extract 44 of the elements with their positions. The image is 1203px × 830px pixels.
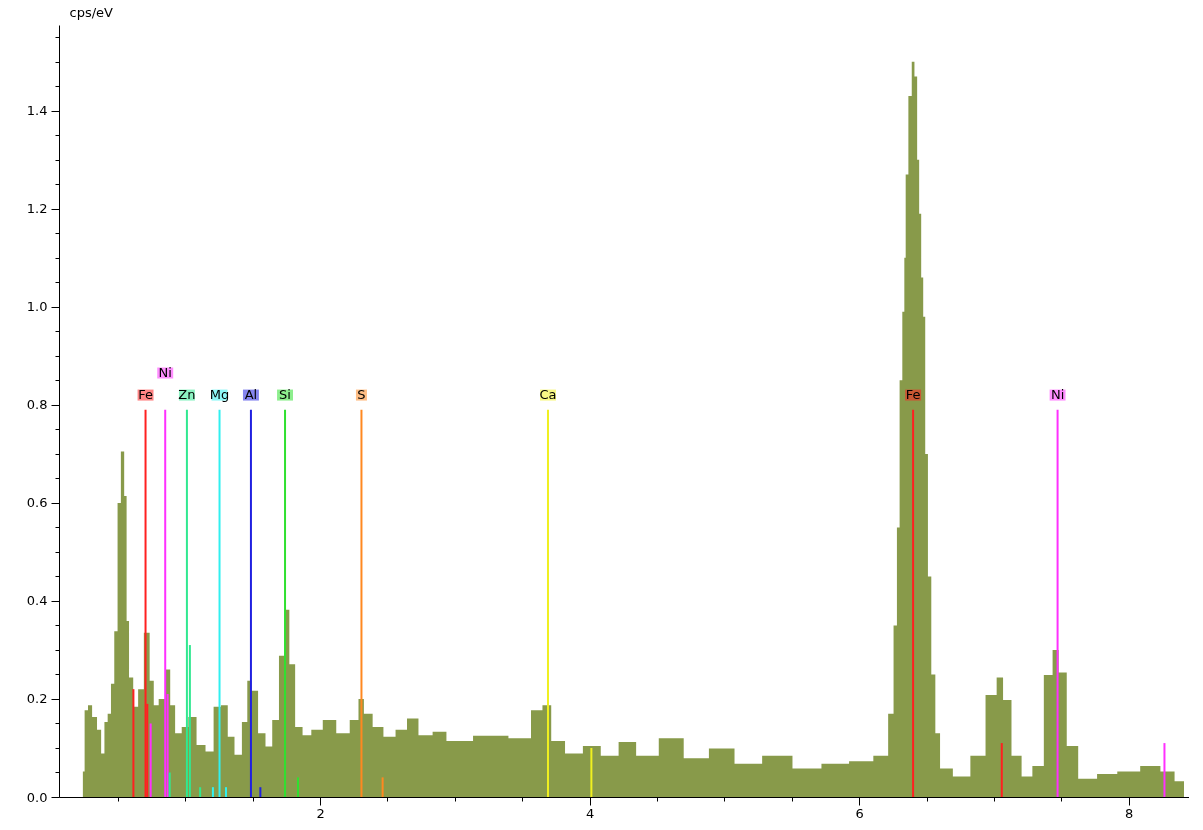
annotation: Ni: [1050, 387, 1065, 403]
y-tick-label: 0.0: [26, 789, 48, 805]
bar: [284, 409, 287, 797]
y-tick-label: 1.0: [26, 299, 48, 315]
bar: [211, 787, 214, 797]
bar: [185, 409, 188, 797]
annotation: Mg: [209, 387, 230, 403]
bar: [360, 409, 363, 797]
annotation: Fe: [138, 387, 153, 403]
bar: [218, 409, 221, 797]
bar: [912, 409, 915, 797]
y-tick-label: 0.4: [26, 593, 48, 609]
bar: [199, 787, 202, 797]
annotation: S: [357, 387, 366, 403]
bar: [149, 723, 152, 797]
y-tick-label: 1.4: [26, 103, 48, 119]
bar: [249, 409, 252, 797]
bar: [296, 777, 299, 797]
annotation: Fe: [905, 387, 921, 403]
bar: [381, 777, 384, 797]
bar: [168, 772, 171, 797]
annotation: Zn: [178, 387, 196, 403]
x-tick-label: 2: [316, 805, 325, 821]
annotation: Si: [279, 387, 291, 403]
annotation: Ca: [539, 387, 557, 403]
bar: [546, 409, 549, 797]
y-tick-label: 0.8: [26, 397, 48, 413]
bar: [225, 787, 227, 797]
bar: [1056, 409, 1059, 797]
y-axis-title: cps/eV: [69, 4, 114, 20]
bar: [164, 409, 167, 797]
x-tick-label: 8: [1125, 805, 1134, 821]
bar: [1000, 743, 1003, 797]
annotation: Ni: [158, 365, 172, 381]
bar: [259, 787, 262, 797]
bar: [1163, 743, 1166, 797]
bar: [590, 747, 593, 797]
annotation: Al: [244, 387, 258, 403]
x-tick-label: 6: [855, 805, 864, 821]
x-tick-label: 4: [585, 805, 595, 821]
bar: [132, 689, 135, 797]
y-tick-label: 0.6: [26, 495, 48, 511]
y-tick-label: 0.2: [26, 691, 48, 707]
y-tick-label: 1.2: [26, 201, 48, 217]
